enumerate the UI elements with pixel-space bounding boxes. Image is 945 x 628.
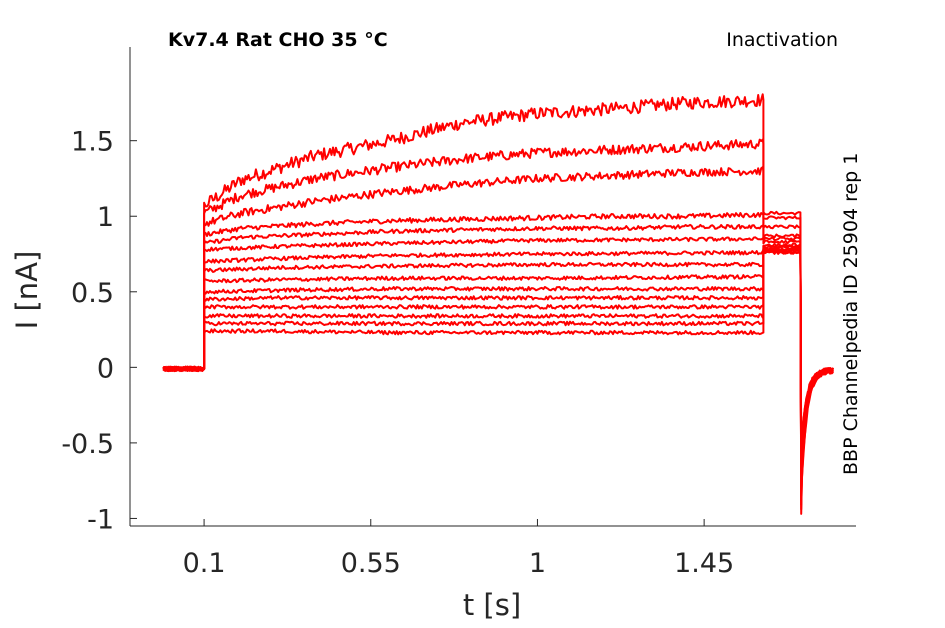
y-tick-label: -1 [87, 504, 114, 535]
x-tick-label: 0.55 [341, 548, 401, 579]
y-axis-title: I [nA] [10, 251, 44, 330]
current-sweep-6 [162, 236, 834, 493]
y-tick-label: 1.5 [71, 127, 114, 158]
current-sweep-7 [162, 242, 834, 488]
current-sweep-11 [162, 247, 834, 470]
current-sweep-9 [163, 245, 834, 479]
y-tick-label: 0 [97, 353, 114, 384]
current-sweep-3 [162, 166, 834, 506]
axes-layer [129, 47, 856, 527]
current-sweep-15 [162, 250, 834, 452]
current-sweep-13 [162, 248, 834, 461]
ticks-layer: 0.1 0.55 1 1.45 -1 -0.5 0 0.5 1 1.5 [61, 127, 734, 579]
x-tick-label: 1 [529, 548, 546, 579]
y-tick-label: -0.5 [61, 429, 114, 460]
current-sweep-5 [162, 223, 834, 497]
x-axis-title: t [s] [463, 588, 521, 622]
current-sweep-4 [162, 212, 834, 502]
traces-layer [162, 93, 834, 515]
x-tick-label: 0.1 [183, 548, 226, 579]
current-sweep-12 [163, 248, 834, 465]
source-id-label: BBP Channelpedia ID 25904 rep 1 [840, 153, 862, 475]
y-tick-label: 1 [97, 202, 114, 233]
current-sweep-14 [162, 250, 834, 456]
y-tick-label: 0.5 [71, 278, 114, 309]
current-sweep-2 [162, 138, 834, 511]
x-tick-label: 1.45 [674, 548, 734, 579]
current-sweep-8 [162, 244, 834, 484]
chart-title: Kv7.4 Rat CHO 35 °C [168, 29, 388, 51]
current-sweep-10 [162, 247, 834, 475]
current-sweep-1 [162, 93, 834, 515]
protocol-label: Inactivation [726, 29, 838, 51]
